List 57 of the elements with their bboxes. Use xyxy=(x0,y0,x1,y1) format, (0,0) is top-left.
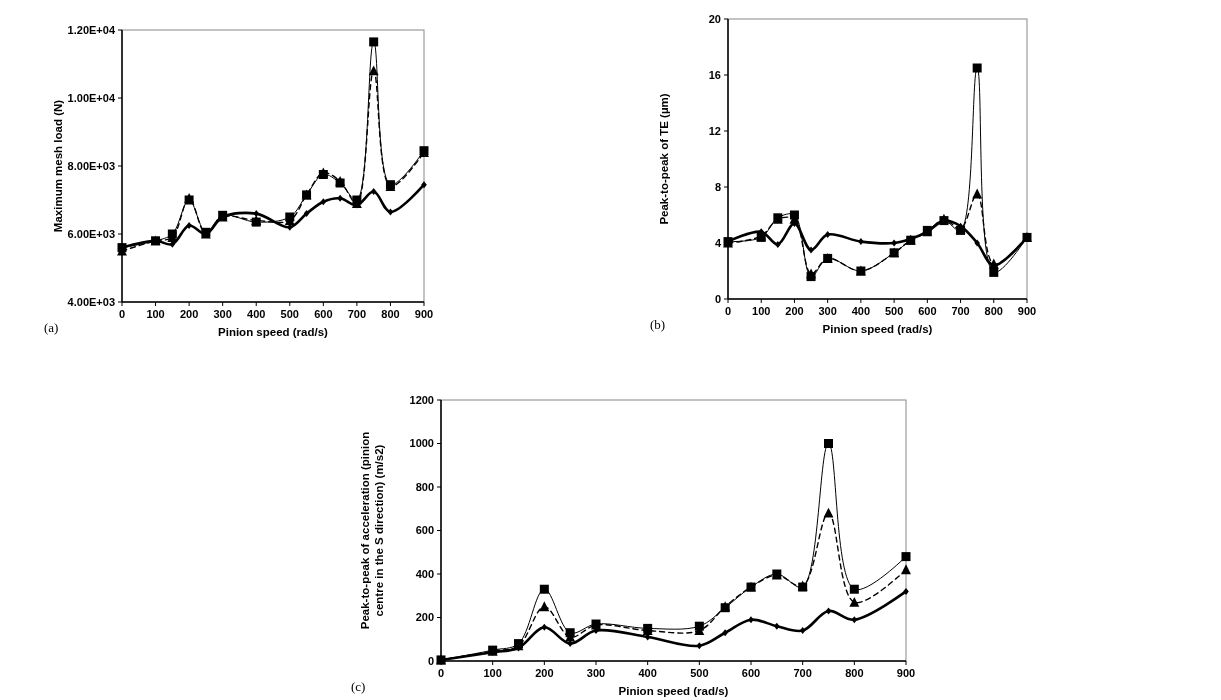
y-tick-label: 1200 xyxy=(409,393,434,406)
x-tick-label: 500 xyxy=(280,308,299,320)
x-axis-title: Pinion speed (rad/s) xyxy=(822,323,933,335)
y-tick-label: 8 xyxy=(714,180,721,193)
x-tick-label: 600 xyxy=(918,305,937,317)
y-tick-label: 6.00E+03 xyxy=(67,227,115,240)
y-tick-label: 200 xyxy=(415,611,434,624)
x-tick-label: 200 xyxy=(535,667,554,679)
y-tick-label: 800 xyxy=(415,480,434,493)
x-tick-label: 600 xyxy=(314,308,333,320)
x-tick-label: 700 xyxy=(347,308,367,320)
text: (b) xyxy=(650,317,666,332)
x-tick-label: 0 xyxy=(724,305,732,317)
x-tick-label: 100 xyxy=(752,305,771,317)
y-tick-label: 4 xyxy=(714,236,722,249)
x-tick-label: 500 xyxy=(884,305,904,317)
x-tick-label: 300 xyxy=(213,308,232,320)
x-tick-label: 400 xyxy=(638,667,657,679)
x-tick-label: 800 xyxy=(381,308,400,320)
x-tick-label: 300 xyxy=(818,305,837,317)
x-tick-label: 0 xyxy=(118,308,126,320)
y-axis-title: Maximum mesh load (N) xyxy=(52,99,64,233)
x-axis-title: Pinion speed (rad/s) xyxy=(218,326,329,338)
x-tick-label: 100 xyxy=(483,667,502,679)
text: (c) xyxy=(351,679,366,694)
x-tick-label: 700 xyxy=(951,305,970,317)
x-tick-label: 900 xyxy=(1017,305,1037,317)
y-axis-title: Peak-to-peak of TE (µm) xyxy=(658,93,670,225)
y-tick-label: 16 xyxy=(708,68,721,81)
x-tick-label: 300 xyxy=(586,667,606,679)
x-tick-label: 900 xyxy=(414,308,434,320)
y-tick-label: 12 xyxy=(708,124,721,137)
y-tick-label: 1.20E+04 xyxy=(67,23,116,36)
y-tick-label: 20 xyxy=(708,12,721,25)
x-tick-label: 700 xyxy=(793,667,812,679)
y-tick-label: 0 xyxy=(427,654,434,667)
x-tick-label: 800 xyxy=(984,305,1003,317)
x-tick-label: 600 xyxy=(741,667,761,679)
x-tick-label: 500 xyxy=(690,667,709,679)
y-axis-title: Peak-to-peak of acceleration (pinion centre in the S direction) (m/s2) xyxy=(359,431,385,630)
x-tick-label: 100 xyxy=(146,308,165,320)
x-tick-label: 0 xyxy=(437,667,445,679)
y-tick-label: 0 xyxy=(714,292,721,305)
y-tick-label: 4.00E+03 xyxy=(67,295,115,308)
text: (a) xyxy=(44,320,59,335)
y-tick-label: 1.00E+04 xyxy=(67,91,116,104)
y-tick-label: 600 xyxy=(415,524,434,537)
y-tick-label: 1000 xyxy=(409,437,434,450)
x-tick-label: 400 xyxy=(851,305,871,317)
x-tick-label: 200 xyxy=(179,308,199,320)
x-tick-label: 400 xyxy=(247,308,266,320)
y-tick-label: 400 xyxy=(415,567,434,580)
x-axis-title: Pinion speed (rad/s) xyxy=(618,685,729,697)
x-tick-label: 900 xyxy=(896,667,916,679)
x-tick-label: 200 xyxy=(785,305,804,317)
y-tick-label: 8.00E+03 xyxy=(67,159,115,172)
x-tick-label: 800 xyxy=(845,667,864,679)
